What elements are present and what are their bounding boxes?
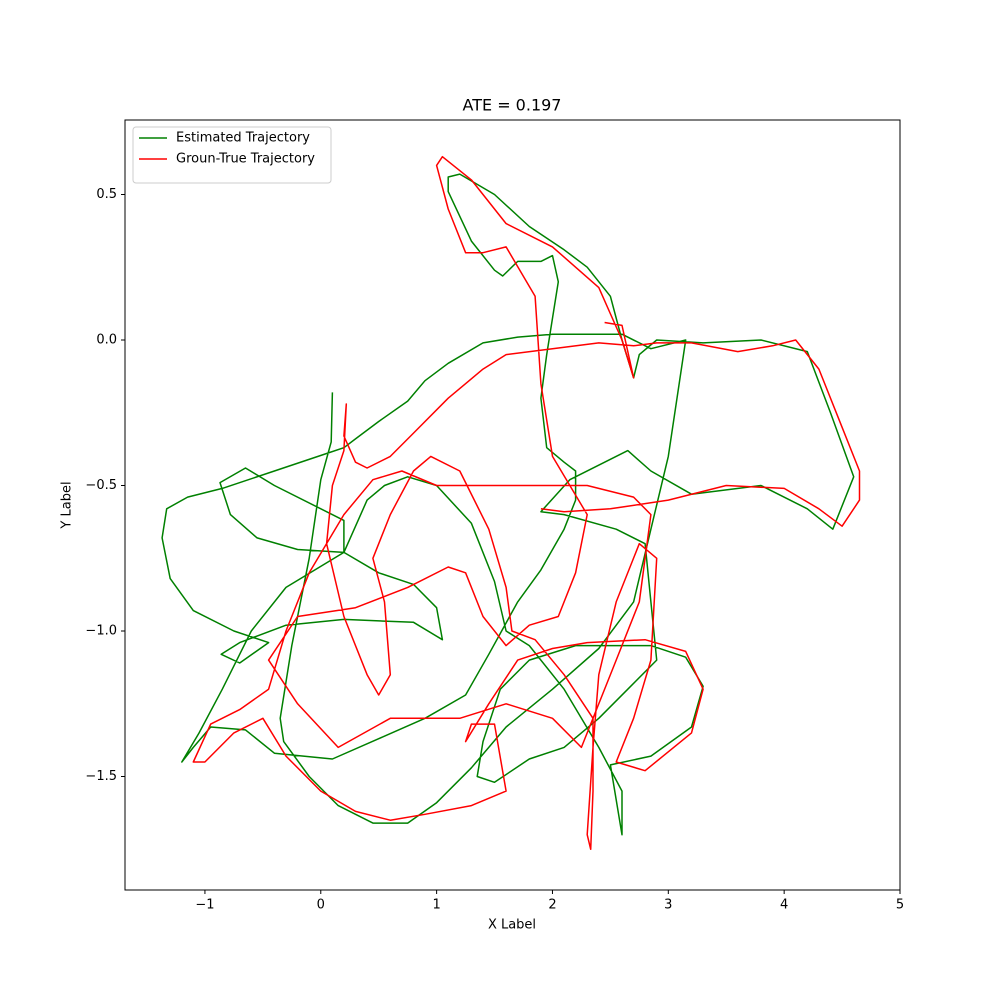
plot-frame (124, 119, 901, 891)
y-tick-label: −1.5 (85, 769, 117, 784)
x-tick-label: 0 (317, 898, 325, 913)
legend-box (132, 126, 332, 184)
x-tick-label: 4 (780, 898, 788, 913)
x-tick-label: 5 (896, 898, 904, 913)
x-tick-label: −1 (195, 898, 214, 913)
x-tick-label: 1 (432, 898, 440, 913)
y-tick-label: −1.0 (85, 624, 117, 639)
x-tick-label: 3 (664, 898, 672, 913)
y-tick-label: 0.5 (96, 187, 117, 202)
legend-label: Estimated Trajectory (176, 131, 310, 146)
y-tick-label: −0.5 (85, 478, 117, 493)
y-axis-label: Y Label (60, 481, 75, 529)
x-axis-label: X Label (488, 918, 536, 933)
y-tick-label: 0.0 (96, 333, 117, 348)
trajectory-line (161, 173, 855, 836)
x-tick-label: 2 (548, 898, 556, 913)
chart-title: ATE = 0.197 (463, 96, 562, 115)
trajectory-line (192, 155, 861, 851)
legend-label: Groun-True Trajectory (176, 152, 315, 167)
